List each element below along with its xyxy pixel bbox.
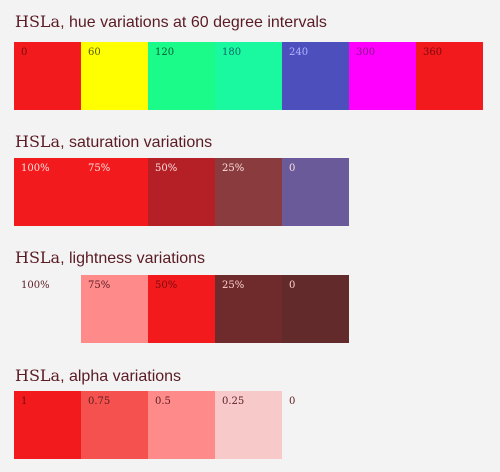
title-text: , hue variations at 60 degree intervals	[60, 14, 327, 31]
swatch-label: 0.25	[222, 396, 245, 407]
color-swatch: 25%	[215, 158, 282, 226]
swatch-label: 120	[155, 47, 175, 58]
title-text: , alpha variations	[60, 368, 182, 385]
color-swatch: 120	[148, 42, 215, 110]
color-swatch: 240	[282, 42, 349, 110]
color-swatch: 300	[349, 42, 416, 110]
swatch-label: 50%	[155, 280, 178, 291]
color-swatch: 1	[14, 391, 81, 459]
swatch-row-1: 100% 75% 50% 25% 0	[14, 158, 349, 226]
section-title-3: HSLa, alpha variations	[15, 366, 181, 386]
color-swatch: 0	[282, 275, 349, 343]
title-text: , lightness variations	[60, 250, 206, 267]
swatch-label: 0.75	[88, 396, 111, 407]
title-acronym: HSLa	[15, 132, 61, 151]
swatch-label: 25%	[222, 280, 245, 291]
color-swatch: 0.25	[215, 391, 282, 459]
swatch-label: 100%	[21, 280, 50, 291]
swatch-row-0: 0 60 120 180 240 300 360	[14, 42, 483, 110]
swatch-label: 100%	[21, 163, 50, 174]
section-title-0: HSLa, hue variations at 60 degree interv…	[15, 12, 327, 32]
color-swatch: 100%	[14, 158, 81, 226]
color-swatch: 75%	[81, 158, 148, 226]
swatch-label: 25%	[222, 163, 245, 174]
color-swatch: 25%	[215, 275, 282, 343]
swatch-label: 60	[88, 47, 101, 58]
color-swatch: 0	[282, 391, 349, 459]
swatch-label: 0	[21, 47, 28, 58]
swatch-row-2: 100% 75% 50% 25% 0	[14, 275, 349, 343]
color-swatch: 60	[81, 42, 148, 110]
title-text: , saturation variations	[60, 134, 213, 151]
color-swatch: 0	[14, 42, 81, 110]
color-swatch: 75%	[81, 275, 148, 343]
color-swatch: 0	[282, 158, 349, 226]
swatch-label: 0.5	[155, 396, 171, 407]
color-swatch: 100%	[14, 275, 81, 343]
swatch-label: 0	[289, 396, 296, 407]
swatch-row-3: 1 0.75 0.5 0.25 0	[14, 391, 349, 459]
section-title-2: HSLa, lightness variations	[15, 248, 205, 268]
title-acronym: HSLa	[15, 12, 61, 31]
swatch-label: 300	[356, 47, 376, 58]
title-acronym: HSLa	[15, 366, 61, 385]
swatch-label: 0	[289, 163, 296, 174]
color-swatch: 0.5	[148, 391, 215, 459]
swatch-label: 1	[21, 396, 28, 407]
color-swatch: 0.75	[81, 391, 148, 459]
color-swatch: 50%	[148, 275, 215, 343]
swatch-label: 240	[289, 47, 309, 58]
swatch-label: 50%	[155, 163, 178, 174]
title-acronym: HSLa	[15, 248, 61, 267]
swatch-label: 75%	[88, 280, 111, 291]
swatch-label: 180	[222, 47, 242, 58]
section-title-1: HSLa, saturation variations	[15, 132, 212, 152]
swatch-label: 0	[289, 280, 296, 291]
color-swatch: 180	[215, 42, 282, 110]
color-swatch: 360	[416, 42, 483, 110]
swatch-label: 360	[423, 47, 443, 58]
color-swatch: 50%	[148, 158, 215, 226]
swatch-label: 75%	[88, 163, 111, 174]
